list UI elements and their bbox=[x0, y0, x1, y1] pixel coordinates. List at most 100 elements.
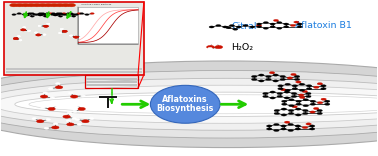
Circle shape bbox=[19, 40, 22, 41]
Circle shape bbox=[263, 27, 268, 29]
Circle shape bbox=[321, 88, 326, 90]
Circle shape bbox=[292, 106, 297, 108]
Ellipse shape bbox=[0, 85, 378, 123]
Circle shape bbox=[284, 121, 290, 123]
Circle shape bbox=[43, 34, 46, 35]
Circle shape bbox=[51, 13, 56, 14]
Circle shape bbox=[60, 28, 64, 30]
Circle shape bbox=[40, 95, 48, 98]
Circle shape bbox=[288, 112, 294, 115]
Circle shape bbox=[78, 107, 85, 110]
Circle shape bbox=[56, 13, 60, 14]
Circle shape bbox=[59, 32, 62, 34]
Circle shape bbox=[281, 114, 287, 116]
Circle shape bbox=[274, 109, 279, 112]
Circle shape bbox=[277, 95, 282, 98]
Circle shape bbox=[61, 14, 65, 15]
Circle shape bbox=[278, 88, 283, 90]
Circle shape bbox=[41, 107, 45, 109]
Circle shape bbox=[282, 103, 287, 105]
Circle shape bbox=[23, 27, 26, 28]
Circle shape bbox=[50, 97, 54, 99]
Circle shape bbox=[317, 83, 322, 85]
Circle shape bbox=[89, 118, 94, 119]
Circle shape bbox=[59, 13, 63, 14]
Circle shape bbox=[73, 36, 79, 38]
Ellipse shape bbox=[0, 78, 378, 130]
Circle shape bbox=[38, 25, 42, 27]
Circle shape bbox=[38, 13, 42, 14]
Circle shape bbox=[259, 80, 264, 82]
Circle shape bbox=[54, 105, 59, 107]
Circle shape bbox=[53, 123, 58, 125]
Circle shape bbox=[299, 83, 305, 85]
Circle shape bbox=[21, 3, 29, 7]
Bar bbox=[6, 71, 142, 73]
Circle shape bbox=[229, 24, 234, 27]
Circle shape bbox=[53, 14, 57, 15]
Circle shape bbox=[277, 92, 282, 95]
Circle shape bbox=[68, 92, 73, 94]
Text: Biosynthesis: Biosynthesis bbox=[156, 104, 214, 113]
Circle shape bbox=[317, 109, 322, 112]
Circle shape bbox=[284, 23, 289, 25]
Bar bbox=[87, 78, 137, 80]
Circle shape bbox=[21, 29, 26, 31]
Circle shape bbox=[36, 34, 41, 36]
Circle shape bbox=[27, 3, 35, 7]
Circle shape bbox=[70, 95, 78, 98]
Circle shape bbox=[21, 29, 26, 31]
Circle shape bbox=[15, 3, 24, 7]
Circle shape bbox=[310, 103, 316, 105]
Circle shape bbox=[43, 92, 48, 94]
Bar bbox=[6, 68, 142, 70]
Circle shape bbox=[280, 78, 285, 81]
Circle shape bbox=[36, 34, 41, 36]
Circle shape bbox=[288, 123, 293, 126]
Circle shape bbox=[294, 78, 300, 81]
Circle shape bbox=[70, 35, 73, 36]
Circle shape bbox=[216, 24, 221, 27]
Circle shape bbox=[269, 72, 275, 74]
Circle shape bbox=[73, 110, 77, 112]
Circle shape bbox=[273, 19, 279, 22]
Circle shape bbox=[67, 123, 74, 126]
Circle shape bbox=[206, 45, 214, 49]
Circle shape bbox=[46, 14, 50, 15]
Circle shape bbox=[292, 88, 297, 90]
Circle shape bbox=[217, 48, 222, 49]
Circle shape bbox=[251, 75, 257, 78]
Circle shape bbox=[43, 34, 46, 35]
Bar bbox=[78, 7, 138, 44]
Circle shape bbox=[291, 95, 297, 98]
Circle shape bbox=[284, 26, 289, 28]
Circle shape bbox=[43, 14, 48, 15]
Circle shape bbox=[62, 30, 67, 32]
Circle shape bbox=[310, 100, 316, 102]
Circle shape bbox=[22, 14, 26, 15]
Circle shape bbox=[296, 100, 301, 102]
Circle shape bbox=[48, 88, 53, 90]
Circle shape bbox=[30, 13, 34, 14]
Ellipse shape bbox=[15, 92, 378, 116]
Bar bbox=[87, 84, 137, 86]
Circle shape bbox=[51, 14, 55, 15]
Text: H₂O₂: H₂O₂ bbox=[231, 43, 253, 52]
Circle shape bbox=[85, 14, 89, 15]
Circle shape bbox=[297, 23, 302, 25]
Circle shape bbox=[79, 35, 82, 36]
Text: Aflatoxins: Aflatoxins bbox=[163, 95, 208, 105]
Circle shape bbox=[51, 126, 59, 129]
Circle shape bbox=[296, 114, 301, 116]
Circle shape bbox=[67, 3, 76, 7]
Circle shape bbox=[25, 14, 29, 15]
Circle shape bbox=[62, 3, 70, 7]
Circle shape bbox=[310, 111, 315, 113]
Circle shape bbox=[278, 85, 283, 87]
Circle shape bbox=[67, 14, 70, 16]
Circle shape bbox=[288, 129, 293, 132]
Circle shape bbox=[299, 89, 305, 91]
Circle shape bbox=[77, 124, 82, 125]
Circle shape bbox=[277, 27, 282, 29]
Circle shape bbox=[27, 30, 31, 32]
